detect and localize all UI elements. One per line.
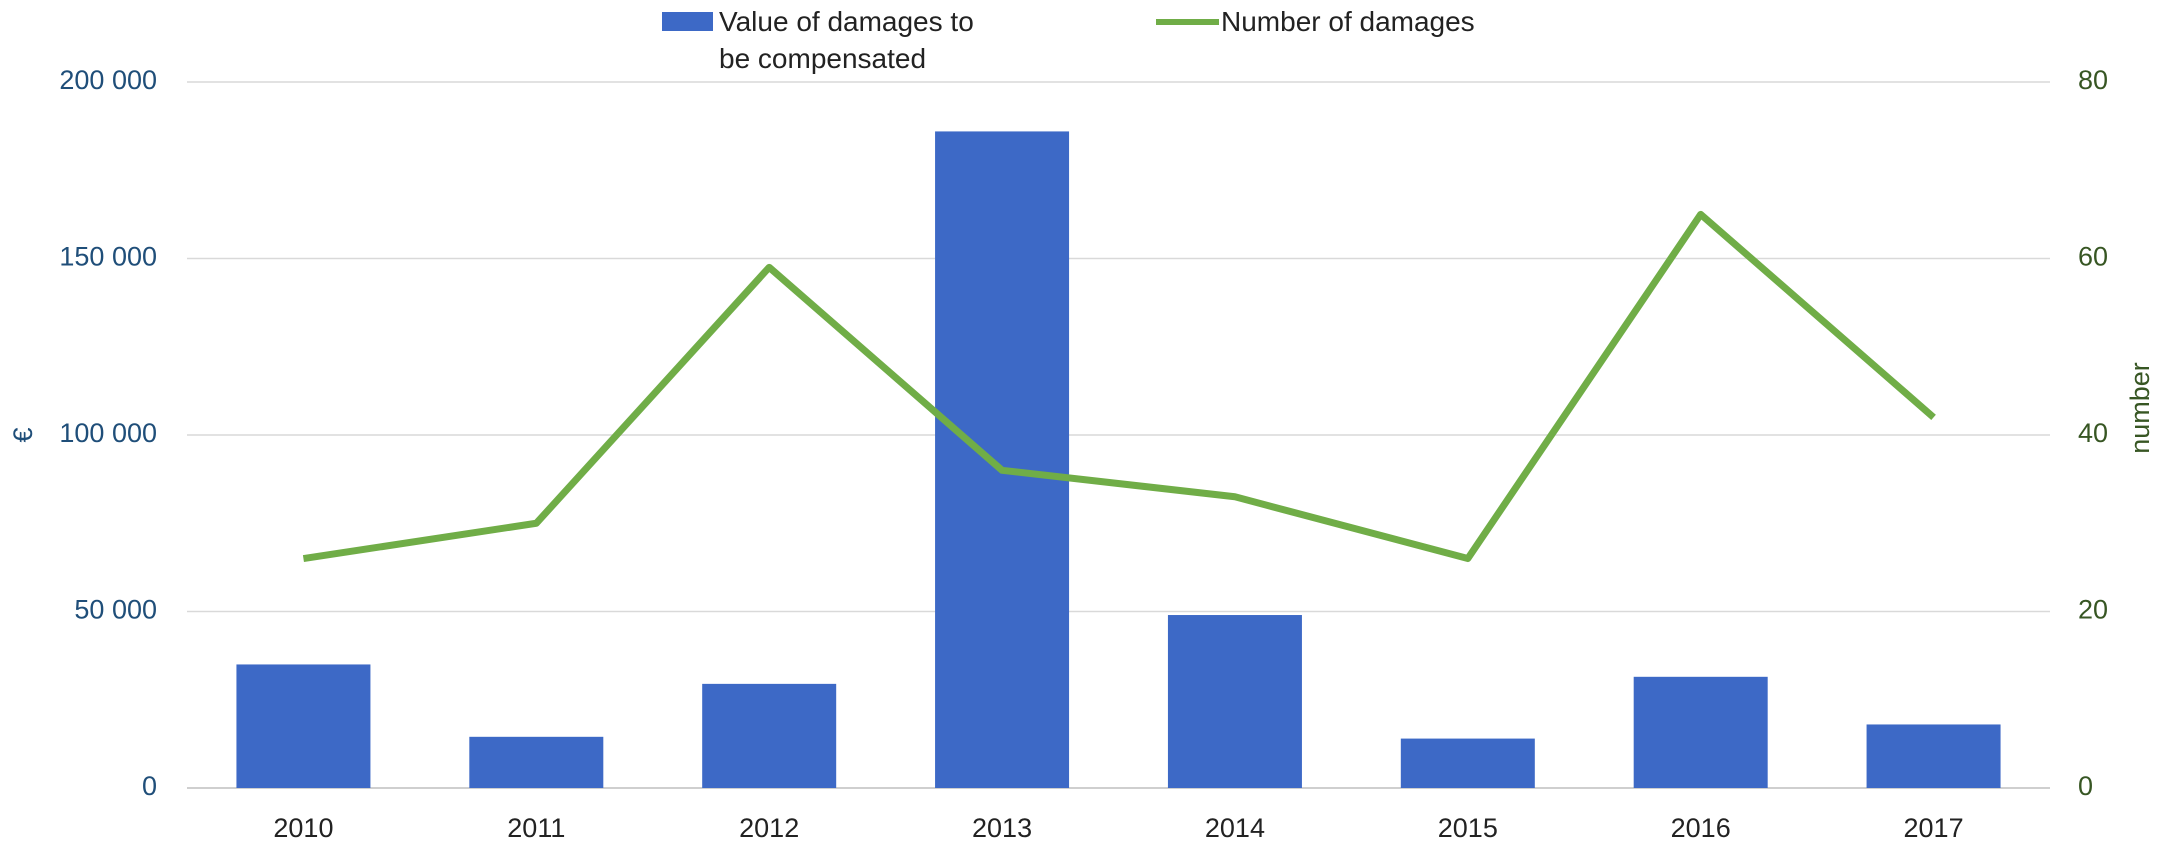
y-tick-label: 100 000 <box>59 418 157 448</box>
y2-tick-label: 60 <box>2078 242 2108 272</box>
x-tick-label: 2014 <box>1205 813 1265 842</box>
x-tick-label: 2017 <box>1904 813 1964 842</box>
x-tick-label: 2013 <box>972 813 1032 842</box>
x-tick-label: 2010 <box>273 813 333 842</box>
bar <box>1400 738 1535 788</box>
x-tick-label: 2011 <box>507 813 565 842</box>
bar <box>1633 676 1768 788</box>
y-tick-label: 150 000 <box>59 242 157 272</box>
y-tick-label: 200 000 <box>59 65 157 95</box>
y-tick-label: 50 000 <box>74 595 157 625</box>
y2-tick-label: 0 <box>2078 771 2093 801</box>
bar <box>702 683 837 788</box>
y2-tick-label: 80 <box>2078 65 2108 95</box>
bar <box>935 131 1070 789</box>
y2-axis-label: number <box>2125 362 2155 454</box>
bar <box>469 736 604 788</box>
bar <box>1866 724 2001 788</box>
y2-tick-label: 20 <box>2078 595 2108 625</box>
x-tick-label: 2016 <box>1671 813 1731 842</box>
x-tick-label: 2012 <box>739 813 799 842</box>
legend-label: Number of damages <box>1221 6 1475 37</box>
y-axis-label: € <box>8 427 38 442</box>
bar <box>236 664 371 788</box>
line <box>302 210 1936 563</box>
y2-tick-label: 40 <box>2078 418 2108 448</box>
bar <box>1167 615 1302 788</box>
legend-swatch <box>662 12 713 31</box>
x-tick-label: 2015 <box>1438 813 1498 842</box>
legend-label: Value of damages to be compensated <box>719 6 974 74</box>
y-tick-label: 0 <box>142 771 157 801</box>
